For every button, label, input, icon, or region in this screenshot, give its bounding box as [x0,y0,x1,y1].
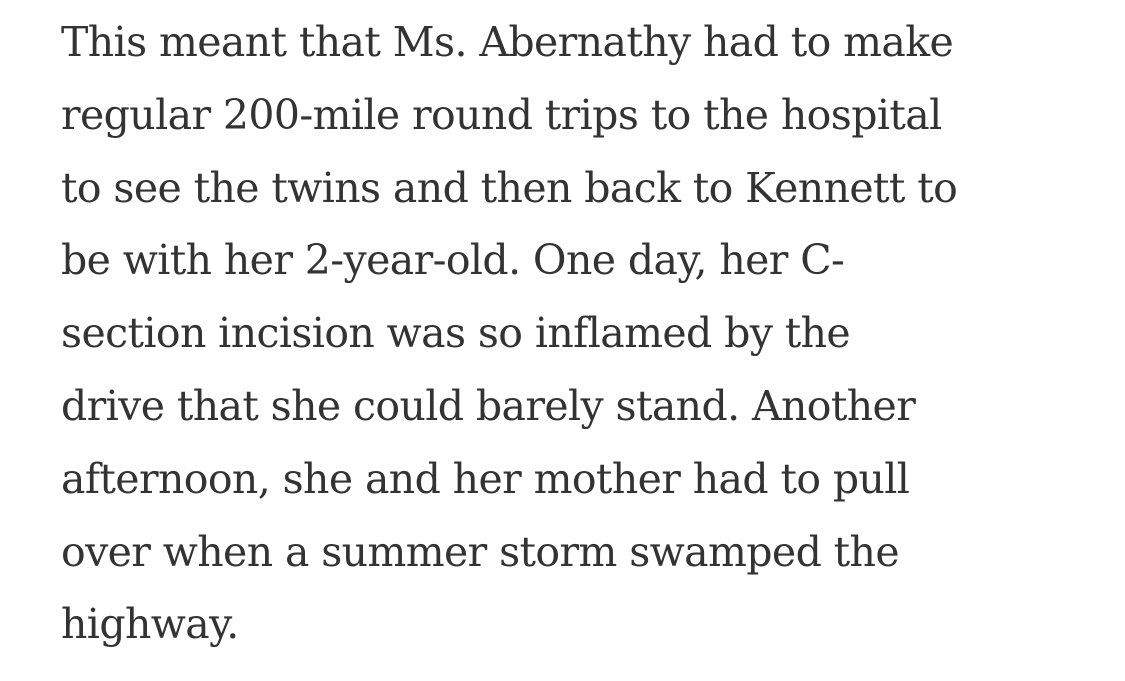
paragraph-line-2: regular 200-mile round trips to the hosp… [61,90,942,139]
paragraph-line-9: highway. [61,600,239,649]
paragraph-line-5: section incision was so inflamed by the [61,309,851,358]
paragraph-line-8: over when a summer storm swamped the [61,527,900,576]
paragraph-line-1: This meant that Ms. Abernathy had to mak… [61,18,954,66]
paragraph-line-7: afternoon, she and her mother had to pul… [61,454,910,503]
paragraph-line-3: to see the twins and then back to Kennet… [61,163,958,212]
paragraph-line-6: drive that she could barely stand. Anoth… [61,381,916,430]
paragraph-line-4: be with her 2-year-old. One day, her C- [61,236,845,285]
article-paragraph: This meant that Ms. Abernathy had to mak… [61,6,1121,661]
article-body: This meant that Ms. Abernathy had to mak… [61,6,1121,661]
